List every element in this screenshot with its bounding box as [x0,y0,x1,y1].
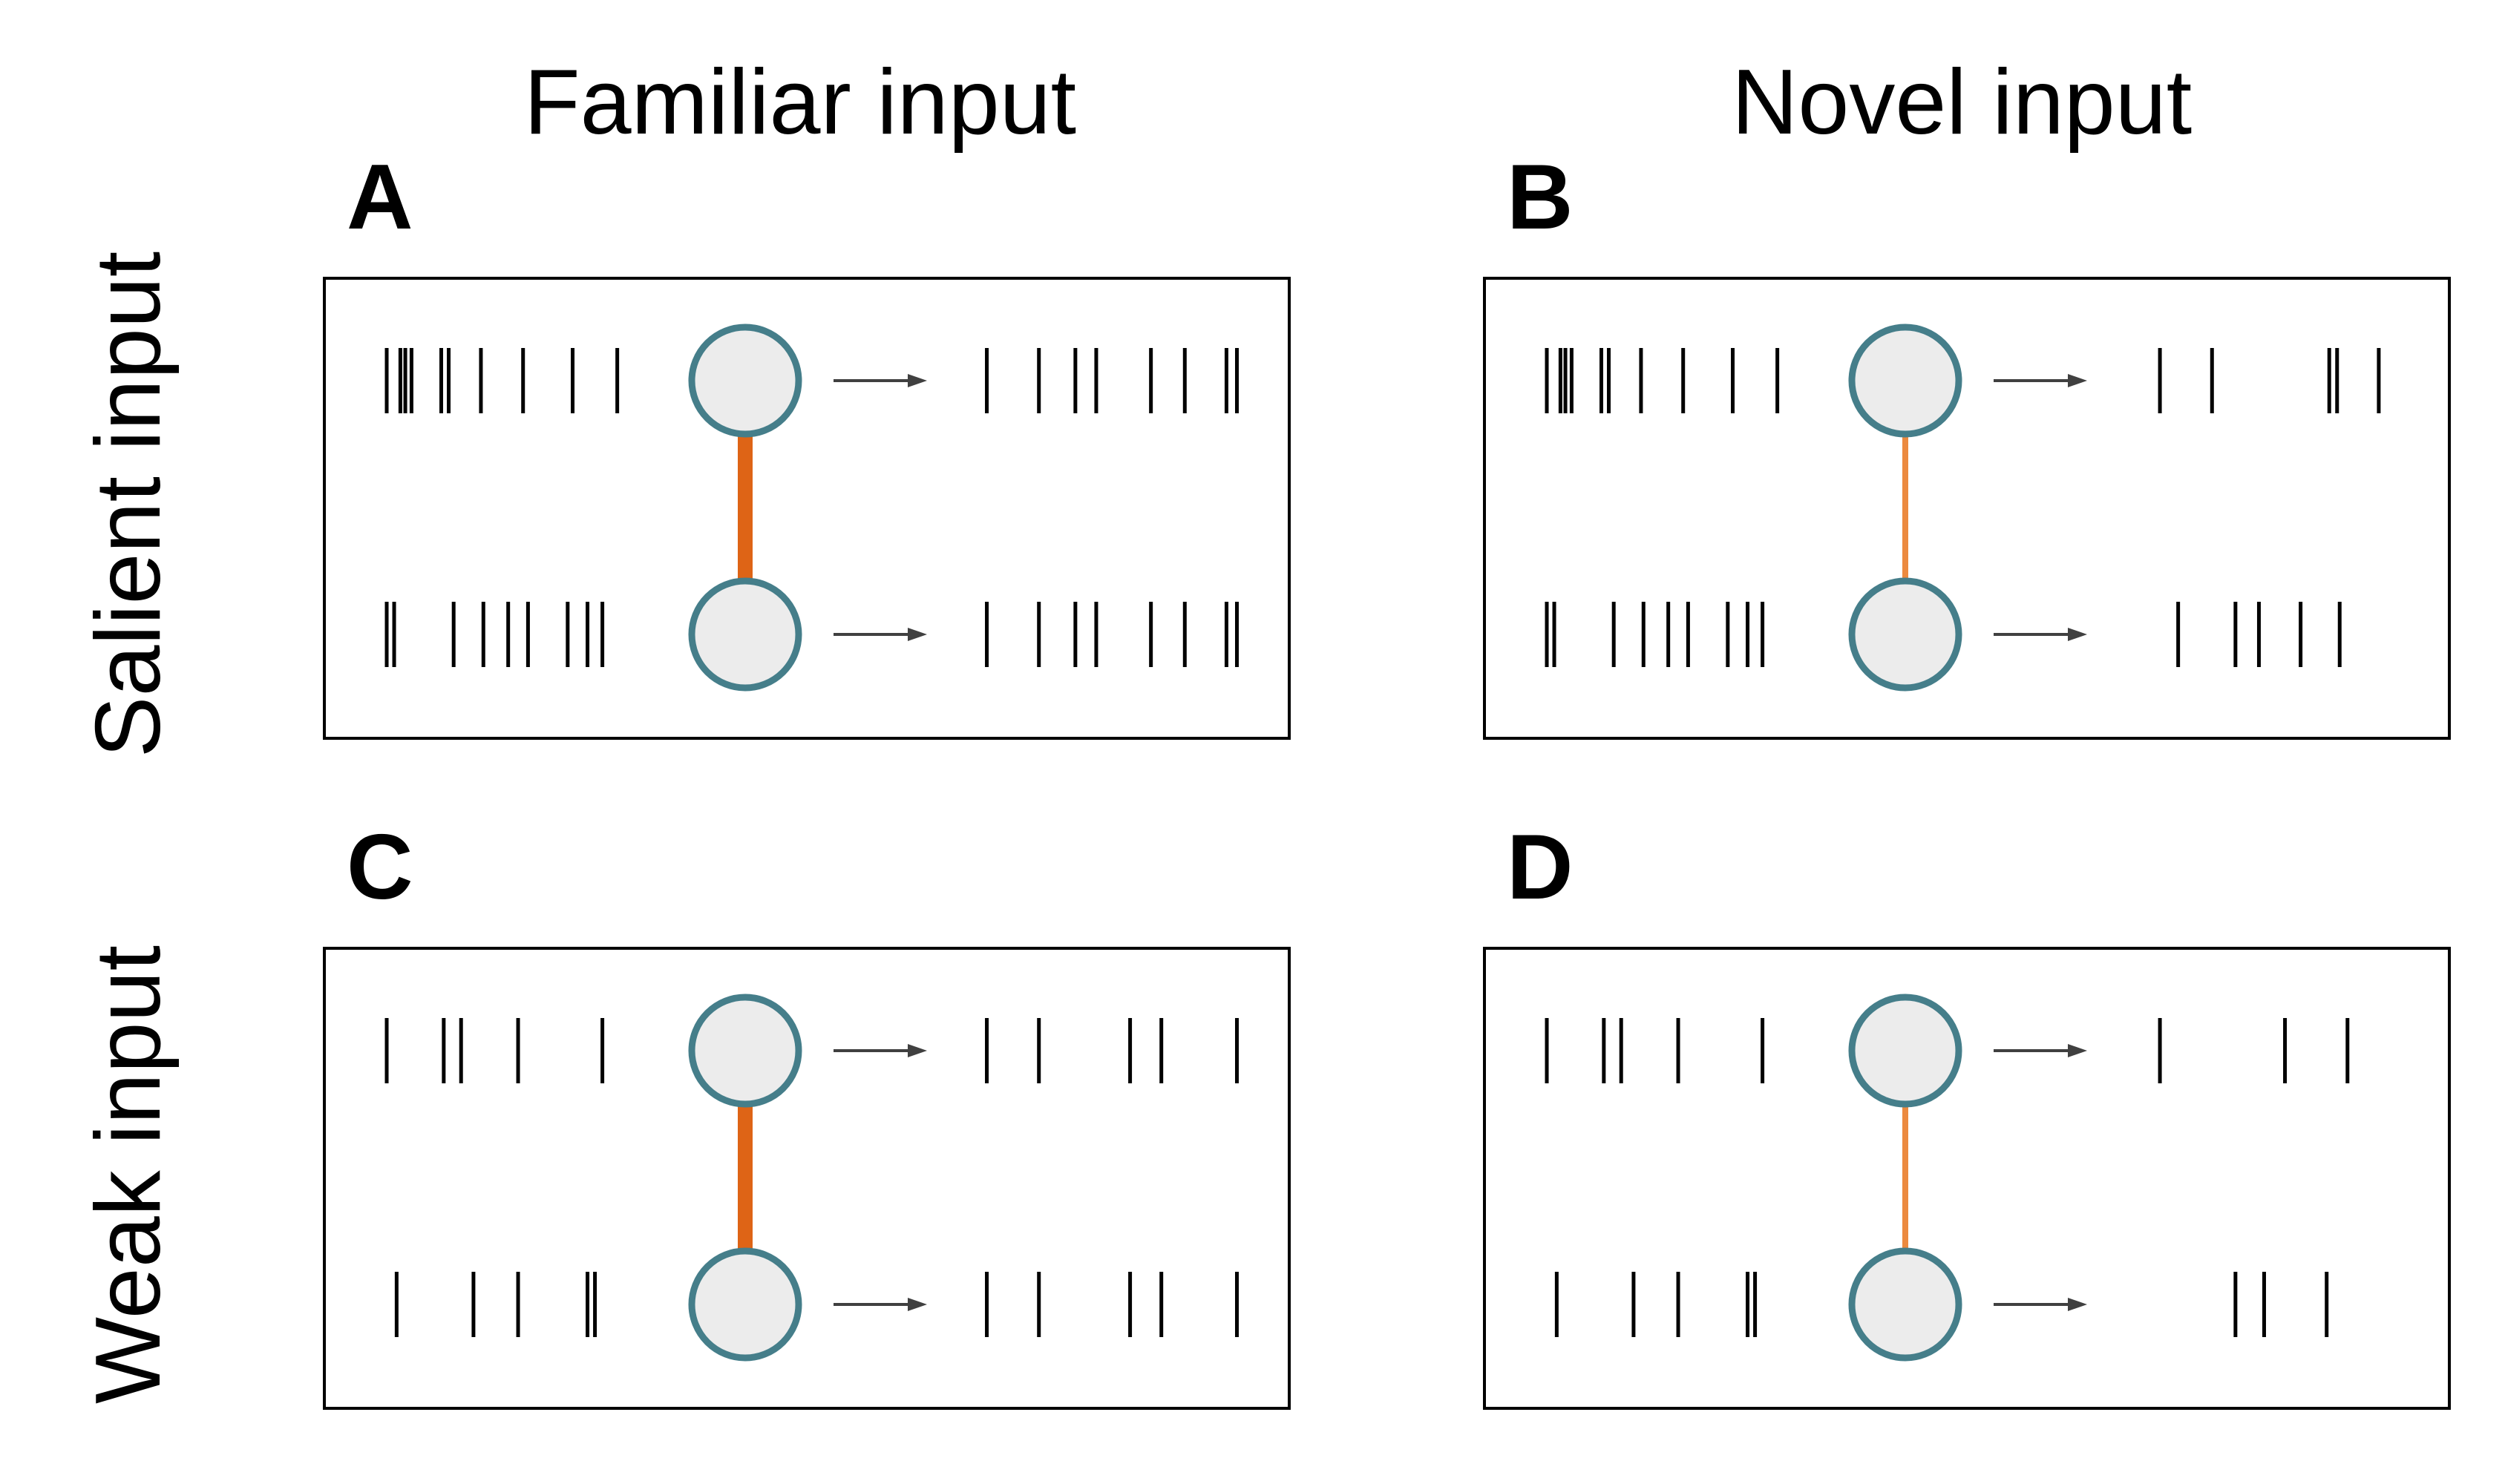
panel-b [1483,277,2451,740]
neuron-top [688,324,802,438]
input-spike-train-bottom [394,1272,597,1337]
input-spike-train-bottom [1554,1272,1758,1337]
column-title-novel: Novel input [1732,51,2192,154]
arrow-icon [1994,628,2087,641]
neuron-top [1848,324,1962,438]
column-title-familiar: Familiar input [524,51,1076,154]
arrow-icon [1994,1044,2087,1057]
neuron-bottom [1848,1247,1962,1362]
input-spike-train-top [384,348,620,413]
neuron-top [1848,994,1962,1108]
panel-label-c: C [347,816,413,919]
output-spike-train-top [2158,1018,2350,1083]
arrow-icon [834,628,927,641]
input-spike-train-top [1545,348,1780,413]
panel-frame [323,947,1291,1410]
row-title-salient: Salient input [77,252,180,758]
input-spike-train-top [1545,1018,1765,1083]
output-spike-train-bottom [2233,1272,2329,1337]
neuron-bottom [688,1247,802,1362]
arrow-icon [834,1044,927,1057]
output-spike-train-bottom [985,602,1239,667]
panel-label-b: B [1507,146,1574,249]
output-spike-train-bottom [985,1272,1239,1337]
output-spike-train-top [985,1018,1239,1083]
panel-frame [1483,277,2451,740]
output-spike-train-top [2158,348,2381,413]
arrow-icon [834,1298,927,1311]
neuron-bottom [688,577,802,692]
row-title-weak: Weak input [77,945,180,1404]
output-spike-train-top [985,348,1239,413]
input-spike-train-bottom [1545,602,1765,667]
panel-d [1483,947,2451,1410]
panel-c [323,947,1291,1410]
panel-label-d: D [1507,816,1574,919]
panel-frame [1483,947,2451,1410]
arrow-icon [1994,1298,2087,1311]
neuron-top [688,994,802,1108]
panel-a [323,277,1291,740]
input-spike-train-top [384,1018,605,1083]
panel-frame [323,277,1291,740]
neuron-bottom [1848,577,1962,692]
arrow-icon [834,374,927,387]
arrow-icon [1994,374,2087,387]
panels-layer [323,277,2451,1410]
output-spike-train-bottom [2176,602,2342,667]
input-spike-train-bottom [384,602,605,667]
panel-label-a: A [347,146,413,249]
